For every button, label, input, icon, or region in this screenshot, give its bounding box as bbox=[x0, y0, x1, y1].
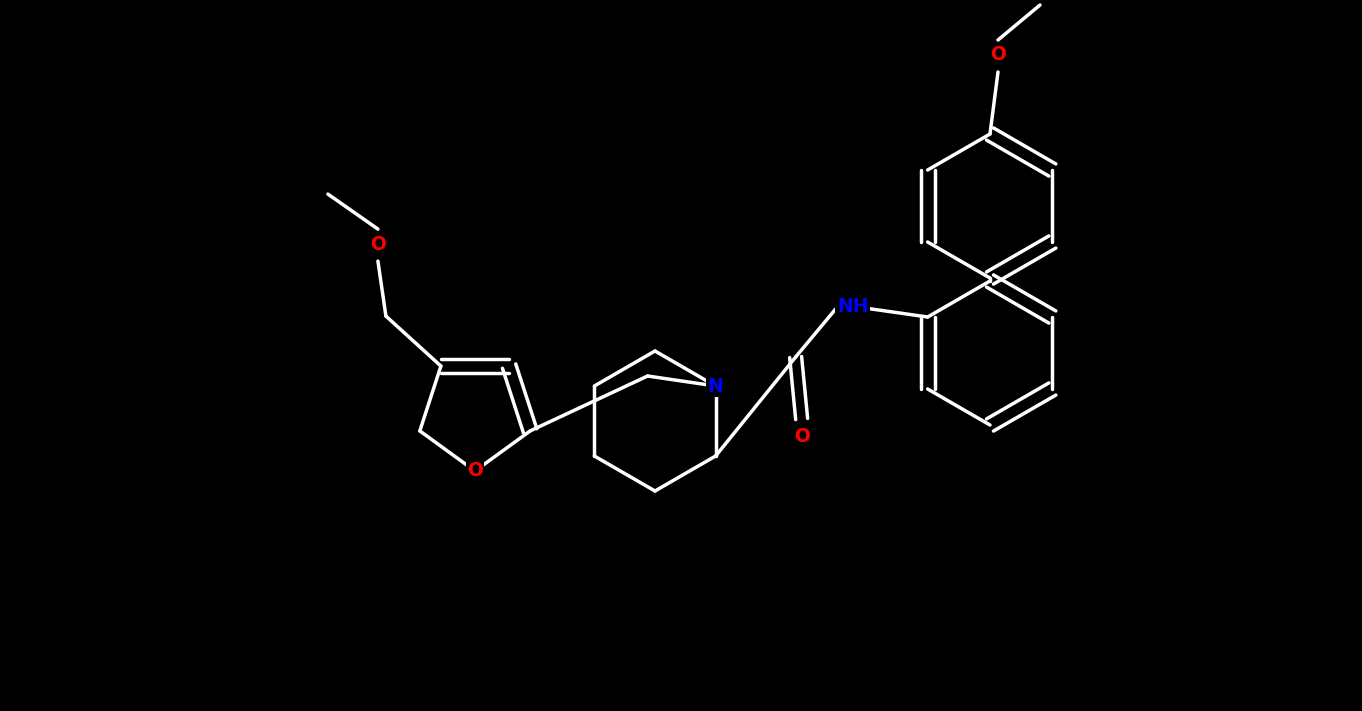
Text: O: O bbox=[467, 461, 484, 481]
Text: O: O bbox=[794, 427, 809, 447]
Text: O: O bbox=[370, 235, 385, 254]
Text: NH: NH bbox=[836, 297, 869, 316]
Text: N: N bbox=[708, 377, 723, 395]
Text: O: O bbox=[990, 46, 1007, 65]
